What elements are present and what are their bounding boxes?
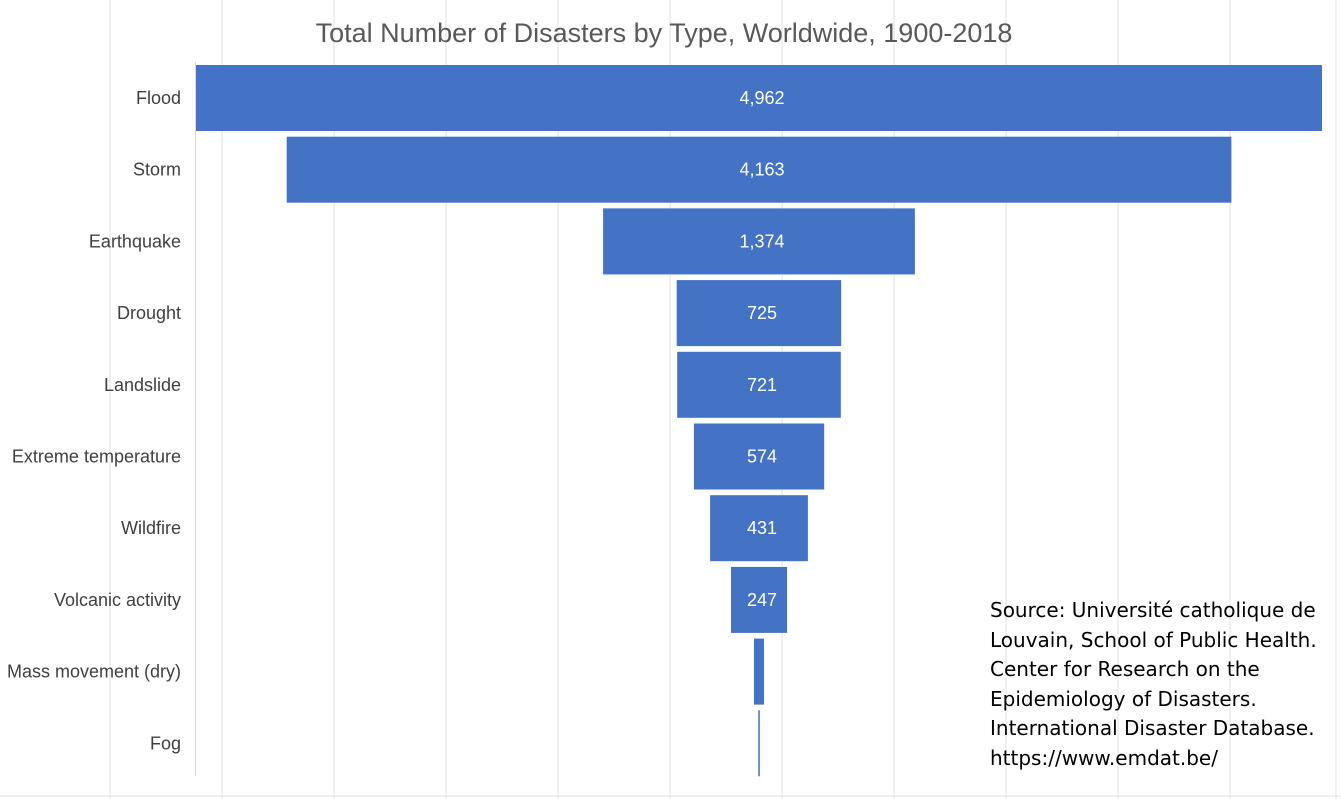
bar-earthquake[interactable] bbox=[603, 208, 915, 275]
source-note-line: Source: Université catholique de bbox=[990, 598, 1316, 622]
category-label: Landslide bbox=[104, 375, 181, 395]
category-labels: Flood Storm Earthquake Drought Landslide Extr… bbox=[7, 88, 181, 753]
source-note: Source: Université catholique de Louvain… bbox=[990, 596, 1330, 773]
chart-title: Total Number of Disasters by Type, World… bbox=[316, 18, 1013, 48]
category-label: Earthquake bbox=[89, 231, 181, 251]
data-label: 4,962 bbox=[739, 88, 784, 108]
bar-fog[interactable] bbox=[758, 710, 760, 777]
source-note-line: International Disaster Database. bbox=[990, 716, 1315, 740]
bar-volcanic-activity[interactable] bbox=[731, 566, 788, 633]
category-label: Wildfire bbox=[121, 518, 181, 538]
bar-landslide[interactable] bbox=[677, 351, 841, 418]
category-label: Flood bbox=[136, 88, 181, 108]
bar-drought[interactable] bbox=[676, 280, 842, 347]
data-label: 1,374 bbox=[739, 231, 784, 251]
data-label: 431 bbox=[747, 518, 777, 538]
bar-flood[interactable] bbox=[196, 65, 1322, 131]
category-label: Extreme temperature bbox=[12, 447, 181, 467]
data-label: 247 bbox=[747, 590, 777, 610]
data-label: 725 bbox=[747, 303, 777, 323]
bar-wildfire[interactable] bbox=[710, 495, 808, 562]
source-note-line: Louvain, School of Public Health. bbox=[990, 627, 1317, 652]
bars-group: 4,962 4,163 1,374 725 721 574 431 247 bbox=[196, 65, 1322, 777]
source-note-line: https://www.emdat.be/ bbox=[990, 745, 1218, 770]
category-label: Storm bbox=[133, 160, 181, 180]
category-label: Drought bbox=[117, 303, 181, 323]
bar-mass-movement-dry[interactable] bbox=[754, 638, 764, 705]
data-label: 4,163 bbox=[739, 160, 784, 180]
source-note-line: Epidemiology of Disasters. bbox=[990, 686, 1257, 711]
bar-extreme-temperature[interactable] bbox=[693, 423, 825, 490]
category-label: Mass movement (dry) bbox=[7, 662, 181, 682]
data-label: 721 bbox=[747, 375, 777, 395]
source-note-line: Center for Research on the bbox=[990, 657, 1260, 681]
data-label: 574 bbox=[747, 447, 777, 467]
category-label: Volcanic activity bbox=[54, 590, 181, 610]
bar-storm[interactable] bbox=[286, 136, 1232, 203]
category-label: Fog bbox=[150, 733, 181, 753]
